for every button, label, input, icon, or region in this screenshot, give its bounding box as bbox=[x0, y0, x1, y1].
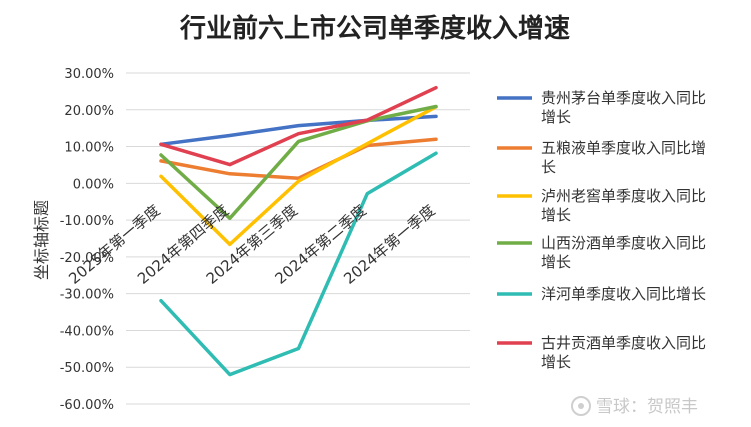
legend-label: 山西汾酒单季度收入同比增长 bbox=[541, 234, 706, 271]
legend-label: 古井贡酒单季度收入同比增长 bbox=[541, 334, 706, 371]
y-tick-label: 0.00% bbox=[73, 177, 114, 192]
series-line-3 bbox=[159, 105, 438, 247]
y-tick-label: -30.00% bbox=[60, 288, 114, 303]
y-tick-label: -20.00% bbox=[60, 251, 114, 266]
watermark-text: 雪球：贺照丰 bbox=[596, 397, 698, 417]
y-tick-label: -50.00% bbox=[60, 361, 114, 376]
legend-label: 洋河单季度收入同比增长 bbox=[541, 285, 706, 303]
y-tick-label: -10.00% bbox=[60, 214, 114, 229]
snowball-logo-icon bbox=[571, 396, 591, 416]
series-line-4 bbox=[159, 104, 438, 221]
legend-item: 山西汾酒单季度收入同比增长 bbox=[497, 234, 706, 271]
legend-item: 五粮液单季度收入同比增长 bbox=[497, 139, 706, 176]
legend-label: 泸州老窖单季度收入同比增长 bbox=[541, 187, 706, 224]
watermark: 雪球：贺照丰 bbox=[571, 396, 698, 417]
y-tick-label: 10.00% bbox=[64, 141, 114, 156]
y-tick-label: 20.00% bbox=[64, 104, 114, 119]
series-line-2 bbox=[159, 137, 438, 180]
legend-item: 古井贡酒单季度收入同比增长 bbox=[497, 334, 706, 371]
series-line-6 bbox=[159, 85, 438, 167]
y-tick-labels: 30.00% 20.00% 10.00% 0.00% -10.00% -20.00% -30… bbox=[60, 67, 114, 413]
x-tick-labels: 2025年第一季度2024年第四季度2024年第三季度2024年第二季度2024… bbox=[65, 201, 438, 288]
legend-item: 贵州茅台单季度收入同比增长 bbox=[497, 89, 706, 126]
chart-title: 行业前六上市公司单季度收入增速 bbox=[179, 13, 570, 44]
series-lines bbox=[159, 85, 438, 377]
y-tick-label: 30.00% bbox=[64, 67, 114, 82]
legend-item: 泸州老窖单季度收入同比增长 bbox=[497, 187, 706, 224]
y-tick-label: -40.00% bbox=[60, 324, 114, 339]
series-line-5 bbox=[159, 151, 438, 377]
y-tick-label: -60.00% bbox=[60, 398, 114, 413]
legend-label: 五粮液单季度收入同比增长 bbox=[541, 139, 706, 176]
gridlines bbox=[126, 72, 470, 405]
series-line-1 bbox=[159, 114, 438, 147]
legend-label: 贵州茅台单季度收入同比增长 bbox=[541, 89, 706, 126]
y-axis-label: 坐标轴标题 bbox=[32, 200, 51, 280]
legend: 贵州茅台单季度收入同比增长五粮液单季度收入同比增长泸州老窖单季度收入同比增长山西… bbox=[497, 89, 706, 371]
legend-item: 洋河单季度收入同比增长 bbox=[497, 285, 706, 303]
